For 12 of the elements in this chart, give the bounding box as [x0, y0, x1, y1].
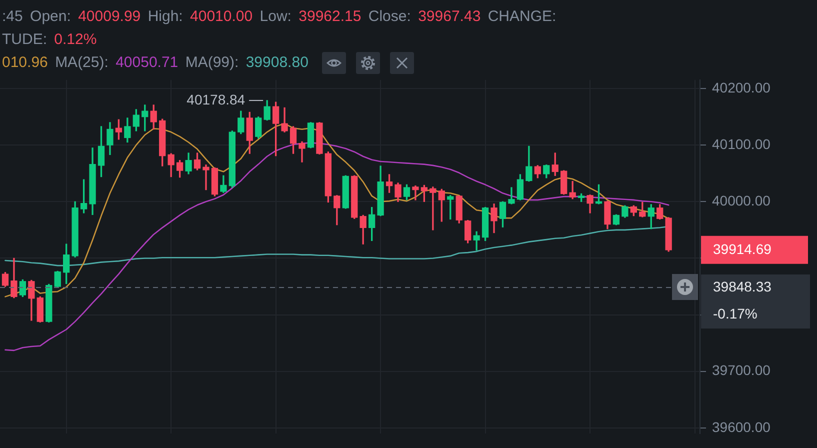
y-tick-label: 40100.00: [712, 136, 771, 152]
text: 010.96 MA(25): 40050.71 MA(99): 39908.80: [2, 54, 308, 71]
annotation: 40178.84: [186, 91, 246, 108]
y-tick-label: 39700.00: [712, 362, 771, 378]
text: -0.17%: [713, 305, 758, 322]
ref-line-label: 39848.33: [713, 278, 772, 294]
text: :45 Open: 40009.99 High: 40010.00 Low: 39962.15 Close: 39967.43 CHANGE:: [2, 8, 556, 25]
text: 39914.69: [713, 240, 772, 257]
y-tick-label: 40200.00: [712, 79, 771, 96]
text: TUDE: 0.12%: [2, 31, 97, 48]
y-tick-label: 39600.00: [712, 418, 771, 435]
y-tick-label: 40000.00: [712, 192, 771, 208]
